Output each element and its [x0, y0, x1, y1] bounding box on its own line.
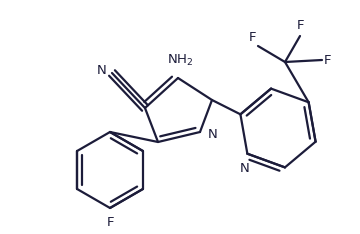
- Text: F: F: [324, 54, 332, 66]
- Text: N: N: [208, 128, 218, 140]
- Text: N: N: [239, 162, 249, 175]
- Text: F: F: [248, 31, 256, 44]
- Text: N: N: [97, 65, 107, 77]
- Text: F: F: [296, 19, 304, 32]
- Text: F: F: [106, 216, 114, 229]
- Text: NH$_2$: NH$_2$: [167, 53, 193, 68]
